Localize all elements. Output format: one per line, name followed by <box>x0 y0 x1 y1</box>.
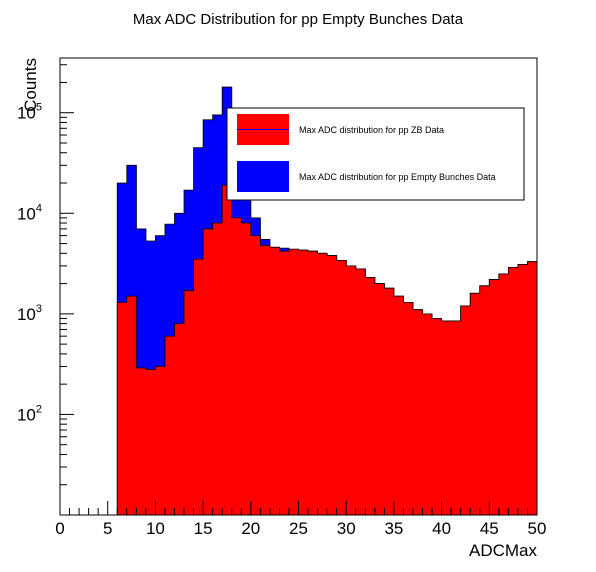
bar <box>260 245 271 515</box>
bar <box>479 285 490 515</box>
bar <box>346 265 357 515</box>
x-tick-label: 30 <box>337 519 356 538</box>
bar <box>327 255 338 516</box>
bar <box>241 223 252 515</box>
bar <box>212 223 223 515</box>
y-axis: 102 103 104 105 <box>17 64 74 516</box>
x-tick-label: 20 <box>241 519 260 538</box>
bar <box>126 296 137 515</box>
bar <box>164 336 175 515</box>
bar <box>498 273 509 515</box>
x-tick-label: 10 <box>146 519 165 538</box>
bar <box>365 277 376 515</box>
bar <box>222 185 233 515</box>
bar <box>432 318 442 515</box>
y-tick-label: 102 <box>17 403 42 424</box>
x-tick-label: 15 <box>194 519 213 538</box>
x-tick-label: 50 <box>528 519 547 538</box>
bar <box>460 305 471 515</box>
x-tick-label: 0 <box>55 519 64 538</box>
bar <box>470 293 481 515</box>
chart-title: Max ADC Distribution for pp Empty Bunche… <box>133 11 464 28</box>
bar <box>422 313 433 515</box>
bar <box>412 309 423 515</box>
bar <box>231 217 242 515</box>
bar <box>517 264 528 515</box>
series-zb <box>116 184 538 516</box>
bar <box>403 302 414 515</box>
bar <box>155 366 166 515</box>
bar <box>317 253 328 515</box>
series-outline <box>116 184 537 515</box>
bar <box>441 320 452 515</box>
x-tick-label: 40 <box>432 519 451 538</box>
bar <box>308 251 318 515</box>
legend-label-zb: Max ADC distribution for pp ZB Data <box>299 125 444 135</box>
bar <box>451 320 462 515</box>
bar <box>117 302 128 515</box>
bar <box>250 235 261 515</box>
y-tick-label: 103 <box>17 303 42 324</box>
x-tick-label: 5 <box>103 519 112 538</box>
bar <box>145 369 156 515</box>
x-axis: 0 5 10 15 20 25 30 35 40 45 50 <box>55 501 546 538</box>
bar <box>203 228 214 515</box>
bar <box>298 250 309 515</box>
bar <box>527 261 538 515</box>
bar <box>136 367 147 515</box>
bar <box>508 267 519 515</box>
bar <box>374 283 385 515</box>
x-tick-label: 45 <box>480 519 499 538</box>
bar <box>393 296 404 515</box>
y-tick-label: 105 <box>17 102 42 123</box>
x-tick-label: 25 <box>289 519 308 538</box>
y-tick-label: 104 <box>17 202 42 223</box>
bar <box>336 260 347 515</box>
bar <box>384 288 395 515</box>
x-tick-label: 35 <box>384 519 403 538</box>
bar <box>288 249 299 515</box>
y-axis-label: Counts <box>21 58 40 112</box>
legend-label-empty-bunches: Max ADC distribution for pp Empty Bunche… <box>299 172 496 182</box>
legend: Max ADC distribution for pp ZB Data Max … <box>226 107 525 201</box>
bar <box>355 268 366 515</box>
bar <box>174 323 185 515</box>
bar <box>184 290 194 515</box>
bar <box>279 251 290 515</box>
bar <box>193 259 204 515</box>
x-axis-label: ADCMax <box>469 541 538 560</box>
bar <box>489 279 500 515</box>
bar <box>269 247 280 515</box>
